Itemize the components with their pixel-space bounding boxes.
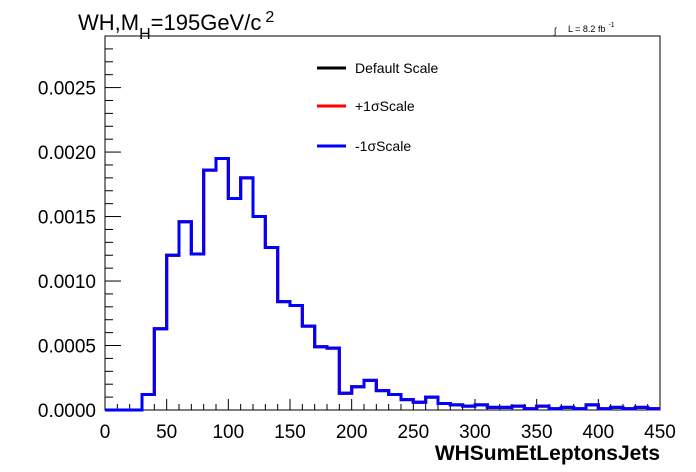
chart-title-sup: 2 [265, 9, 274, 26]
lumi-label: L = 8.2 fb -1 [568, 22, 615, 34]
x-tick-label: 250 [397, 422, 429, 443]
y-tick-label: 0.0015 [38, 208, 96, 229]
y-tick-label: 0.0010 [38, 272, 96, 293]
y-tick-label: 0.0005 [38, 337, 96, 358]
y-tick-label: 0.0020 [38, 143, 96, 164]
x-axis-label: WHSumEtLeptonsJets [435, 442, 660, 465]
legend-label-1: +1σScale [355, 98, 415, 114]
lumi-label-sup: -1 [608, 22, 614, 29]
x-tick-label: 150 [274, 422, 306, 443]
y-tick-label: 0.0000 [38, 401, 96, 422]
y-tick-label: 0.0025 [38, 79, 96, 100]
series-line-1 [105, 157, 660, 412]
x-tick-label: 350 [521, 422, 553, 443]
x-tick-label: 200 [336, 422, 368, 443]
legend: Default Scale +1σScale -1σScale [317, 60, 438, 154]
plot-frame [104, 35, 661, 411]
x-tick-label: 450 [644, 422, 676, 443]
x-tick-label: 300 [459, 422, 491, 443]
chart-title-rest: =195GeV/c [151, 10, 262, 35]
legend-label-2: -1σScale [355, 138, 411, 154]
x-tick-label: 100 [212, 422, 244, 443]
legend-label-0: Default Scale [355, 60, 438, 76]
x-tick-label: 0 [100, 422, 111, 443]
x-axis-tick-labels: 0 50 100 150 200 250 300 350 400 450 [100, 422, 676, 443]
lumi-integral: ∫ [553, 26, 558, 36]
x-tick-label: 400 [582, 422, 614, 443]
y-axis-ticks [105, 35, 121, 411]
x-tick-label: 50 [156, 422, 177, 443]
lumi-label-text: L = 8.2 fb [568, 24, 605, 34]
series-line-0 [105, 157, 660, 412]
y-axis-tick-labels: 0.0000 0.0005 0.0010 0.0015 0.0020 0.0025 [38, 79, 96, 422]
series-line-2 [105, 157, 660, 412]
chart-title-sub: H [139, 26, 151, 43]
chart-title: WH,MH=195GeV/c 2 [78, 9, 274, 43]
series-lines [105, 157, 660, 412]
chart-title-main: WH,M [78, 10, 139, 35]
